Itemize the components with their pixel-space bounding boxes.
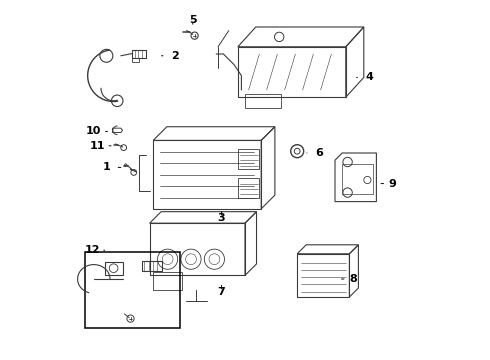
Text: 4: 4 — [365, 72, 373, 82]
Text: 10: 10 — [86, 126, 101, 136]
Text: 9: 9 — [389, 179, 396, 189]
Text: 7: 7 — [218, 287, 225, 297]
Text: 2: 2 — [171, 51, 179, 61]
Bar — [85, 252, 180, 328]
Text: 12: 12 — [84, 245, 100, 255]
Text: 3: 3 — [218, 213, 225, 223]
Text: 6: 6 — [315, 148, 323, 158]
Text: 5: 5 — [189, 15, 196, 25]
Text: 8: 8 — [349, 274, 357, 284]
Text: 1: 1 — [102, 162, 110, 172]
Text: 11: 11 — [90, 141, 105, 151]
